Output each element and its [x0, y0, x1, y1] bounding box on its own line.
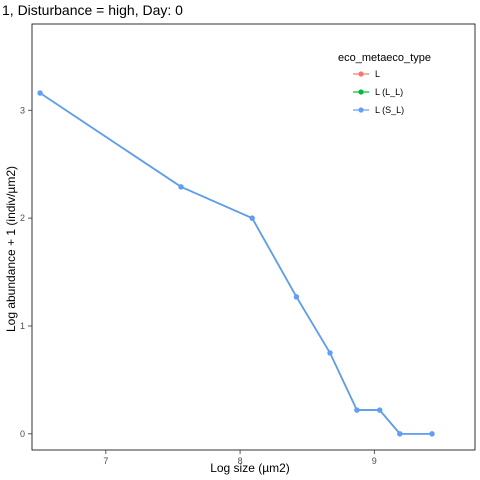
plot-panel: [31, 23, 476, 451]
x-tick-label-1: 8: [238, 456, 243, 466]
series-layer: [37, 90, 435, 437]
legend: eco_metaeco_type L L (L_L) L (S_L): [338, 52, 431, 115]
legend-label-2: L (S_L): [375, 105, 404, 115]
legend-key-point-2: [358, 107, 364, 113]
legend-item-1: L (L_L): [353, 87, 403, 97]
x-tick-label-2: 9: [372, 456, 377, 466]
data-point-2-3: [293, 294, 300, 300]
legend-key-point-0: [358, 71, 364, 77]
legend-item-0: L: [353, 69, 380, 79]
legend-label-0: L: [375, 69, 380, 79]
y-tick-label-1: 1: [20, 321, 25, 331]
legend-title: eco_metaeco_type: [338, 52, 431, 64]
legend-label-1: L (L_L): [375, 87, 403, 97]
x-tick-label-0: 7: [103, 456, 108, 466]
data-point-2-0: [37, 90, 43, 96]
legend-key-point-1: [358, 89, 364, 95]
data-point-2-6: [377, 407, 383, 413]
y-tick-label-0: 0: [20, 429, 25, 439]
chart-title: 1, Disturbance = high, Day: 0: [2, 2, 183, 18]
y-tick-label-2: 2: [20, 213, 25, 223]
data-point-2-5: [354, 407, 360, 413]
y-axis-title: Log abundance + 1 (indiv/µm2): [4, 166, 18, 332]
legend-item-2: L (S_L): [353, 105, 404, 115]
data-point-2-7: [397, 431, 403, 437]
y-tick-label-3: 3: [20, 105, 25, 115]
x-axis: 7 8 9: [103, 450, 377, 466]
data-point-2-4: [327, 350, 333, 356]
series-2: [37, 90, 435, 437]
data-point-2-2: [249, 215, 255, 221]
data-point-2-8: [429, 431, 435, 437]
data-point-2-1: [178, 184, 184, 190]
y-axis: 0 1 2 3: [20, 105, 32, 439]
x-axis-title: Log size (µm2): [210, 461, 290, 475]
